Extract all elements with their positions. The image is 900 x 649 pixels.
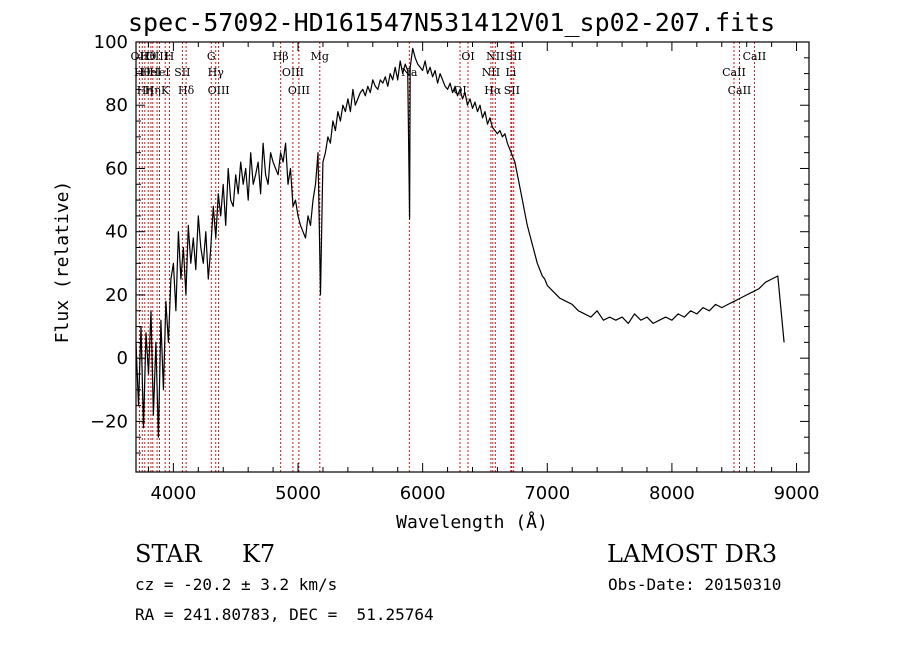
line-label: NII bbox=[486, 50, 504, 63]
x-tick-label: 4000 bbox=[150, 483, 196, 504]
chart-title: spec-57092-HD161547N531412V01_sp02-207.f… bbox=[128, 8, 776, 37]
line-label: Hδ bbox=[178, 84, 195, 97]
y-tick-label: 60 bbox=[105, 158, 128, 179]
x-tick-label: 9000 bbox=[774, 483, 820, 504]
line-label: Hη bbox=[137, 84, 153, 97]
line-label: Hθ bbox=[134, 66, 151, 79]
line-label: Mg bbox=[311, 50, 329, 63]
line-label: Hθ bbox=[140, 50, 157, 63]
line-label: OII bbox=[131, 50, 149, 63]
line-label: OIII bbox=[146, 50, 168, 63]
line-label: H bbox=[165, 50, 175, 63]
line-label: Hα bbox=[484, 84, 502, 97]
line-label: HeI bbox=[149, 66, 169, 79]
line-label: CaII bbox=[728, 84, 752, 97]
line-label: OIII bbox=[288, 84, 310, 97]
spectral-line-markers bbox=[138, 42, 755, 472]
survey-name: LAMOST DR3 bbox=[607, 540, 778, 568]
line-label: HeI bbox=[141, 66, 161, 79]
x-tick-label: 6000 bbox=[400, 483, 446, 504]
observation-date: Obs-Date: 20150310 bbox=[608, 575, 782, 594]
y-tick-label: −20 bbox=[90, 411, 128, 432]
y-tick-label: 0 bbox=[117, 348, 128, 369]
y-axis-label: Flux (relative) bbox=[52, 181, 73, 344]
spectral-line-labels: OIIHθHηHθHeIHηOIIIHeIKHSIIHδGHγOIIIHβOII… bbox=[131, 50, 767, 97]
y-tick-label: 80 bbox=[105, 95, 128, 116]
x-tick-label: 5000 bbox=[275, 483, 321, 504]
object-class: STAR bbox=[135, 540, 202, 568]
line-label: G bbox=[207, 50, 216, 63]
object-subclass: K7 bbox=[242, 540, 276, 568]
x-tick-label: 8000 bbox=[649, 483, 695, 504]
spectrum-line bbox=[135, 47, 785, 438]
line-label: CaII bbox=[743, 50, 767, 63]
line-label: SII bbox=[504, 84, 520, 97]
y-tick-label: 100 bbox=[94, 32, 128, 53]
line-label: Hγ bbox=[208, 66, 225, 79]
x-axis-label: Wavelength (Å) bbox=[396, 511, 548, 533]
redshift-cz: cz = -20.2 ± 3.2 km/s bbox=[135, 575, 338, 594]
line-label: OI bbox=[461, 50, 474, 63]
axis-ticks bbox=[136, 41, 809, 472]
y-tick-label: 20 bbox=[105, 285, 128, 306]
line-label: OIII bbox=[208, 84, 230, 97]
line-label: CaII bbox=[722, 66, 746, 79]
coordinates: RA = 241.80783, DEC = 51.25764 bbox=[135, 605, 434, 624]
axis-tick-labels: 4000 5000 6000 7000 8000 9000 −20 0 20 40 60 80 100 bbox=[90, 32, 819, 504]
line-label: SII bbox=[174, 66, 190, 79]
line-label: K bbox=[161, 84, 170, 97]
line-label: Hη bbox=[145, 84, 161, 97]
y-tick-label: 40 bbox=[105, 222, 128, 243]
line-label: Hβ bbox=[273, 50, 289, 63]
line-label: NII bbox=[482, 66, 500, 79]
x-tick-label: 7000 bbox=[524, 483, 570, 504]
line-label: OIII bbox=[282, 66, 304, 79]
line-label: Li bbox=[505, 66, 516, 79]
line-label: Na bbox=[401, 66, 418, 79]
line-label: SII bbox=[506, 50, 522, 63]
